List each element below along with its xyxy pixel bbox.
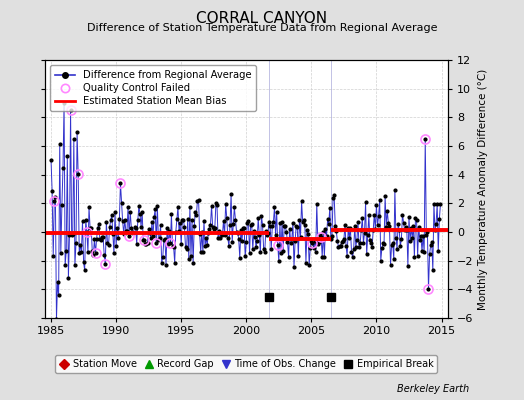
Text: CORRAL CANYON: CORRAL CANYON xyxy=(196,11,328,26)
Legend: Station Move, Record Gap, Time of Obs. Change, Empirical Break: Station Move, Record Gap, Time of Obs. C… xyxy=(56,355,437,373)
Y-axis label: Monthly Temperature Anomaly Difference (°C): Monthly Temperature Anomaly Difference (… xyxy=(478,68,488,310)
Text: Difference of Station Temperature Data from Regional Average: Difference of Station Temperature Data f… xyxy=(87,23,437,33)
Text: Berkeley Earth: Berkeley Earth xyxy=(397,384,469,394)
Legend: Difference from Regional Average, Quality Control Failed, Estimated Station Mean: Difference from Regional Average, Qualit… xyxy=(50,65,256,111)
